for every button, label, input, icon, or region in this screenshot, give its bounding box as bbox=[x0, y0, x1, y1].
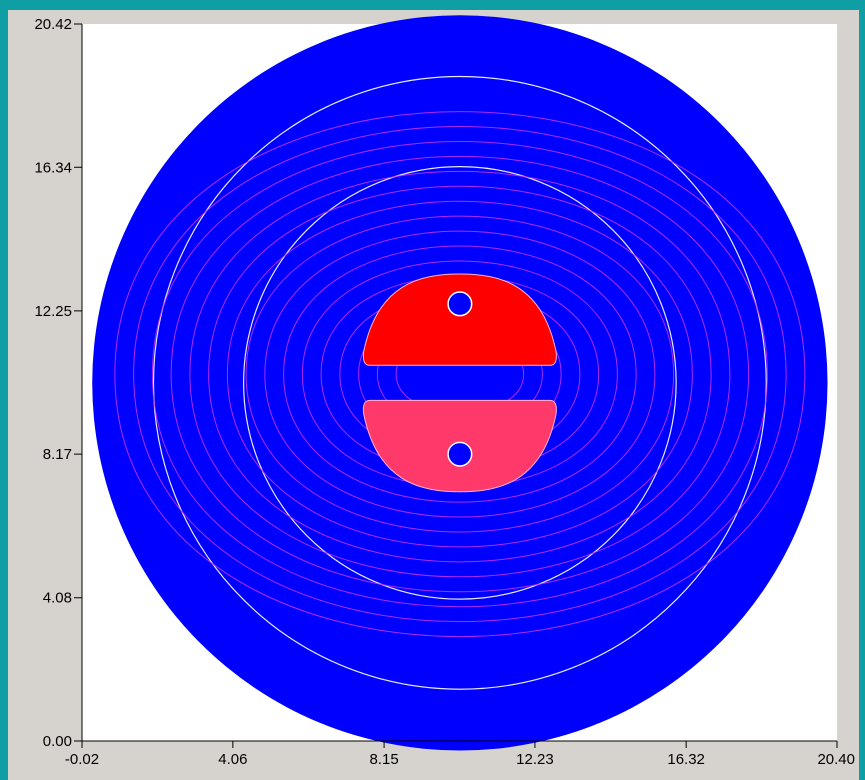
region-0 bbox=[362, 273, 557, 366]
contour-line-upper-6 bbox=[283, 245, 637, 375]
contour-line-lower-7 bbox=[264, 374, 656, 518]
contour-line-lower-13 bbox=[151, 374, 768, 608]
domain-disk bbox=[92, 15, 828, 751]
conductor-0 bbox=[447, 291, 473, 317]
contour-line-lower-10 bbox=[208, 374, 712, 563]
contour-line-upper-8 bbox=[245, 215, 675, 375]
x-tick-label-4: 16.32 bbox=[667, 751, 705, 768]
contour-line-upper-7 bbox=[264, 230, 656, 375]
contour-line-lower-6 bbox=[283, 374, 637, 503]
contour-line-lower-15 bbox=[114, 374, 806, 638]
y-tick-label-3: 12.25 bbox=[34, 303, 72, 320]
conductor-1 bbox=[447, 441, 473, 467]
y-tick-label-0: 0.00 bbox=[43, 733, 72, 750]
y-tick-label-2: 8.17 bbox=[43, 446, 72, 463]
contour-line-lower-9 bbox=[226, 374, 693, 548]
x-tick-label-2: 8.15 bbox=[369, 751, 398, 768]
x-tick-label-3: 12.23 bbox=[516, 751, 554, 768]
x-tick-label-0: -0.02 bbox=[65, 751, 99, 768]
contour-line-upper-11 bbox=[189, 171, 731, 375]
contour-line-upper-9 bbox=[226, 200, 693, 375]
contour-line-lower-8 bbox=[245, 374, 675, 533]
contour-line-upper-13 bbox=[151, 140, 768, 375]
contour-line-upper-15 bbox=[114, 111, 806, 375]
y-tick-label-4: 16.34 bbox=[34, 159, 72, 176]
contour-line-upper-12 bbox=[170, 156, 750, 375]
outer-contour-1 bbox=[152, 75, 767, 690]
x-tick-label-1: 4.06 bbox=[218, 751, 247, 768]
contour-line-upper-10 bbox=[208, 185, 712, 375]
y-tick-label-5: 20.42 bbox=[34, 16, 72, 33]
chart-frame: 0.00 4.08 8.17 12.25 16.34 20.42 -0.02 4.06 8.15… bbox=[8, 10, 859, 780]
contour-line-upper-5 bbox=[301, 260, 618, 375]
contour-line-lower-12 bbox=[170, 374, 750, 593]
x-tick-label-5: 20.40 bbox=[817, 751, 855, 768]
contour-line-lower-14 bbox=[133, 374, 787, 622]
contour-line-lower-11 bbox=[189, 374, 731, 578]
y-tick-label-1: 4.08 bbox=[43, 590, 72, 607]
contour-line-upper-14 bbox=[133, 126, 787, 375]
outer-contour-0 bbox=[243, 165, 677, 600]
contour-chart: 0.00 4.08 8.17 12.25 16.34 20.42 -0.02 4.06 8.15… bbox=[34, 15, 855, 768]
